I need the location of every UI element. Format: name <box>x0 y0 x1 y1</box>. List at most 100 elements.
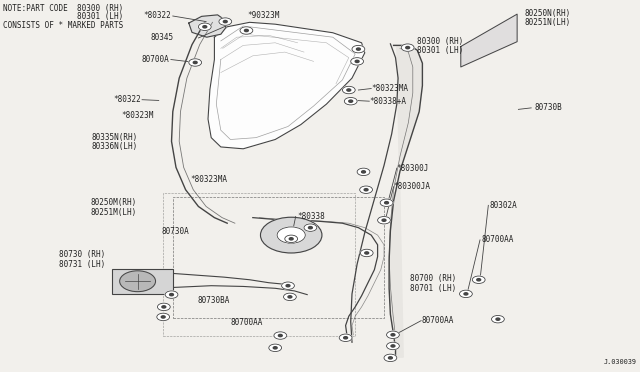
Circle shape <box>278 334 282 337</box>
Circle shape <box>388 357 392 359</box>
Polygon shape <box>208 22 365 149</box>
Circle shape <box>387 342 399 350</box>
Text: *80300JA: *80300JA <box>394 182 431 191</box>
Circle shape <box>285 235 298 243</box>
Text: 80730A: 80730A <box>161 227 189 236</box>
Circle shape <box>344 97 357 105</box>
Text: *80338: *80338 <box>298 212 325 221</box>
Text: 80302A: 80302A <box>490 201 517 210</box>
Circle shape <box>170 294 173 296</box>
Circle shape <box>360 249 373 257</box>
Circle shape <box>304 224 317 231</box>
Text: 80700AA: 80700AA <box>230 318 263 327</box>
Circle shape <box>355 60 359 62</box>
Circle shape <box>406 46 410 49</box>
Text: 80336N(LH): 80336N(LH) <box>92 142 138 151</box>
Text: 80250M(RH): 80250M(RH) <box>90 198 136 207</box>
Circle shape <box>357 168 370 176</box>
Circle shape <box>387 331 399 339</box>
Text: 80700A: 80700A <box>142 55 170 64</box>
Text: *80323M: *80323M <box>121 111 154 120</box>
Text: *80323MA: *80323MA <box>371 84 408 93</box>
Circle shape <box>460 290 472 298</box>
Text: J.030039: J.030039 <box>604 359 637 365</box>
Text: 80731 (LH): 80731 (LH) <box>60 260 106 269</box>
Circle shape <box>193 61 197 64</box>
Circle shape <box>244 29 248 32</box>
Text: 80701 (LH): 80701 (LH) <box>410 284 456 293</box>
Circle shape <box>362 171 365 173</box>
Circle shape <box>189 59 202 66</box>
Circle shape <box>162 306 166 308</box>
Circle shape <box>339 334 352 341</box>
Circle shape <box>344 337 348 339</box>
Text: *80322: *80322 <box>113 95 141 104</box>
Text: 80300 (RH): 80300 (RH) <box>417 37 463 46</box>
Circle shape <box>273 347 277 349</box>
Circle shape <box>223 20 227 23</box>
Circle shape <box>351 58 364 65</box>
Text: *90323M: *90323M <box>247 12 280 20</box>
Circle shape <box>308 227 312 229</box>
Circle shape <box>382 219 386 221</box>
Circle shape <box>284 293 296 301</box>
Circle shape <box>364 189 368 191</box>
Circle shape <box>219 18 232 25</box>
Text: 80301 (LH): 80301 (LH) <box>417 46 463 55</box>
Circle shape <box>391 345 395 347</box>
Circle shape <box>269 344 282 352</box>
Circle shape <box>391 334 395 336</box>
Circle shape <box>157 313 170 321</box>
Text: *80300J: *80300J <box>397 164 429 173</box>
Circle shape <box>288 296 292 298</box>
Polygon shape <box>389 45 422 357</box>
Text: 80730 (RH): 80730 (RH) <box>60 250 106 259</box>
Text: 80730B: 80730B <box>534 103 562 112</box>
FancyBboxPatch shape <box>112 269 173 294</box>
Circle shape <box>347 89 351 91</box>
Circle shape <box>477 279 481 281</box>
Circle shape <box>385 202 388 204</box>
Circle shape <box>360 186 372 193</box>
Circle shape <box>277 227 305 243</box>
Circle shape <box>365 252 369 254</box>
Text: 80345: 80345 <box>151 33 174 42</box>
Polygon shape <box>189 15 226 37</box>
Circle shape <box>492 315 504 323</box>
Circle shape <box>356 48 360 50</box>
Circle shape <box>380 199 393 206</box>
Text: 80335N(RH): 80335N(RH) <box>92 133 138 142</box>
Circle shape <box>289 238 293 240</box>
Text: 80250N(RH): 80250N(RH) <box>525 9 571 17</box>
Circle shape <box>464 293 468 295</box>
Circle shape <box>157 303 170 311</box>
Circle shape <box>342 86 355 94</box>
Circle shape <box>203 26 207 28</box>
Circle shape <box>120 271 156 292</box>
Circle shape <box>349 100 353 102</box>
Polygon shape <box>461 14 517 67</box>
Circle shape <box>161 316 165 318</box>
Circle shape <box>401 44 414 51</box>
Text: 80730BA: 80730BA <box>197 296 230 305</box>
Text: *80323MA: *80323MA <box>190 175 227 184</box>
Text: 80251N(LH): 80251N(LH) <box>525 18 571 27</box>
Circle shape <box>352 45 365 53</box>
Circle shape <box>286 285 290 287</box>
Circle shape <box>240 27 253 34</box>
Circle shape <box>282 282 294 289</box>
Text: 80700AA: 80700AA <box>481 235 514 244</box>
Text: *80322: *80322 <box>144 12 172 20</box>
Circle shape <box>198 23 211 31</box>
Circle shape <box>274 332 287 339</box>
Circle shape <box>378 217 390 224</box>
Text: 80700 (RH): 80700 (RH) <box>410 275 456 283</box>
Text: CONSISTS OF * MARKED PARTS: CONSISTS OF * MARKED PARTS <box>3 21 124 30</box>
Text: 80251M(LH): 80251M(LH) <box>90 208 136 217</box>
Circle shape <box>384 354 397 362</box>
Text: *80338+A: *80338+A <box>369 97 406 106</box>
Text: NOTE:PART CODE  80300 (RH): NOTE:PART CODE 80300 (RH) <box>3 4 124 13</box>
Circle shape <box>165 291 178 298</box>
Circle shape <box>472 276 485 283</box>
Circle shape <box>260 217 322 253</box>
